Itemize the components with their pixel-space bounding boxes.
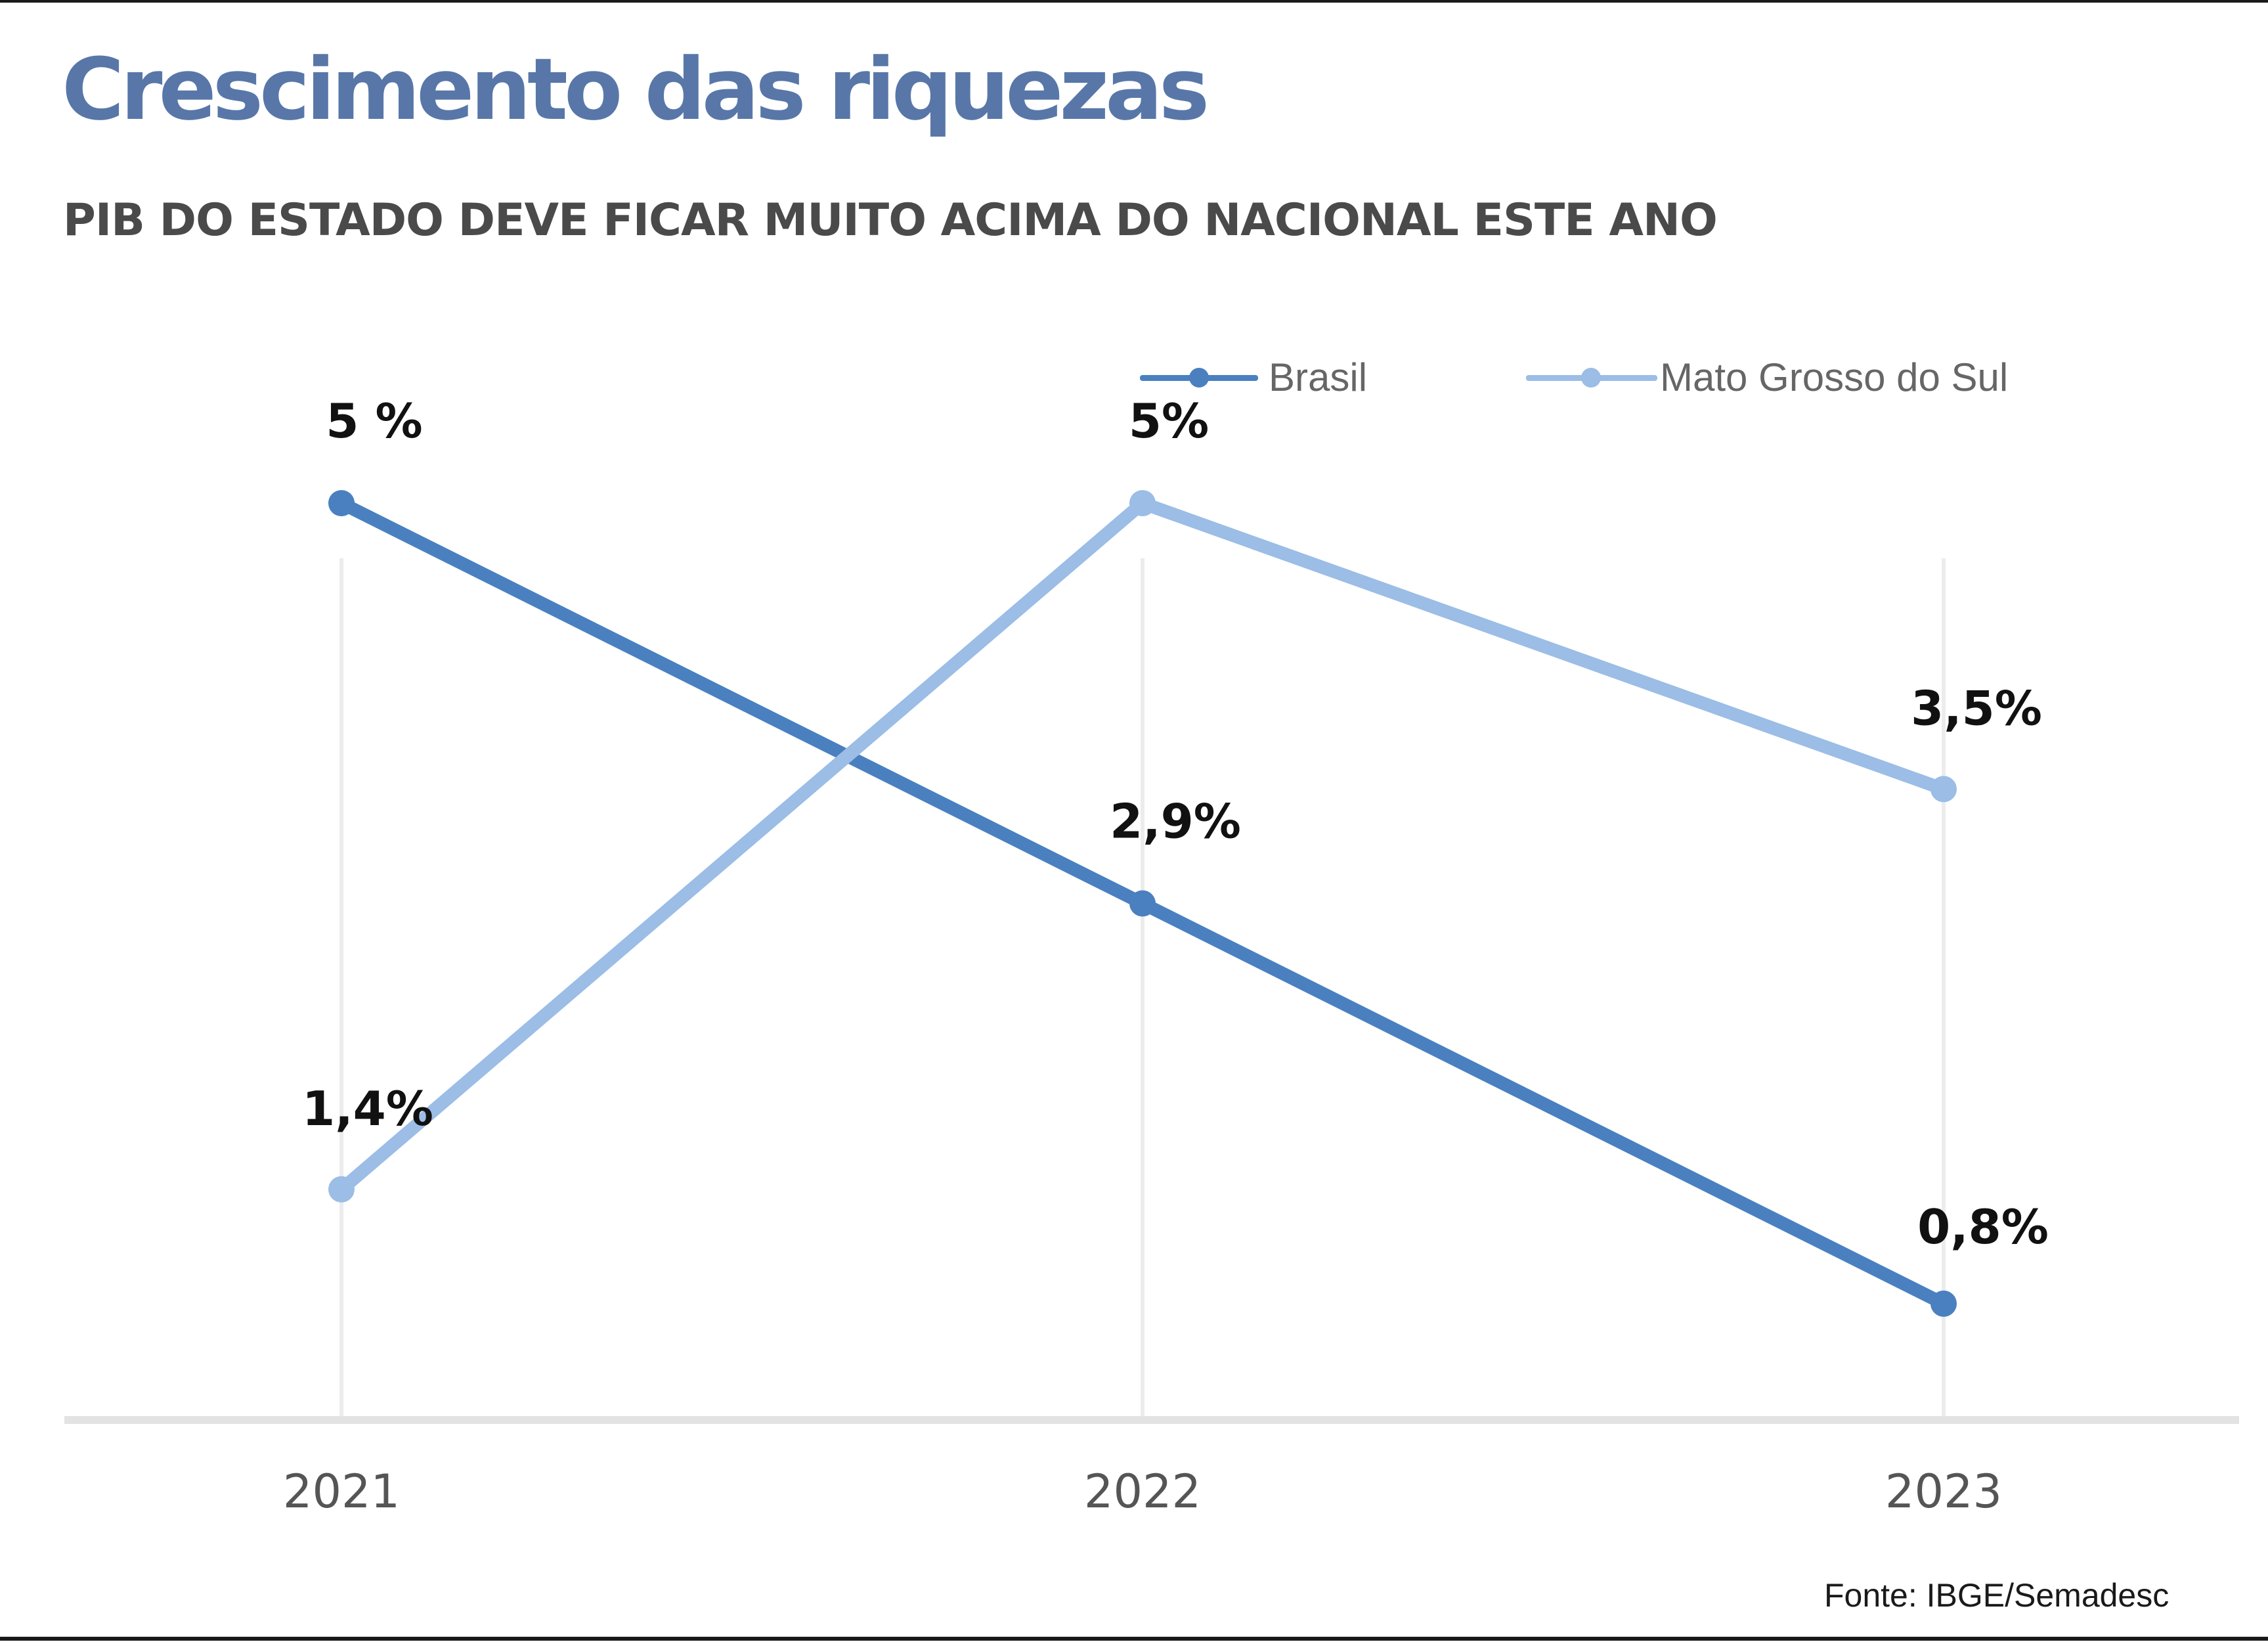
data-label-brasil-2022: 2,9% bbox=[1110, 793, 1241, 849]
legend-label-brasil: Brasil bbox=[1269, 355, 1368, 399]
x-tick-label: 2023 bbox=[1885, 1465, 2002, 1519]
legend-marker-brasil bbox=[1189, 368, 1209, 388]
x-tick-label: 2022 bbox=[1084, 1465, 1201, 1519]
chart-title: Crescimento das riquezas bbox=[62, 39, 1210, 139]
legend-label-mato-grosso-do-sul: Mato Grosso do Sul bbox=[1660, 355, 2009, 399]
data-point-mato-grosso-do-sul-2023 bbox=[1930, 776, 1957, 803]
data-label-brasil-2021: 5 % bbox=[326, 393, 422, 449]
data-label-mato-grosso-do-sul-2022: 5% bbox=[1129, 393, 1209, 449]
data-point-brasil-2023 bbox=[1930, 1290, 1957, 1317]
data-label-mato-grosso-do-sul-2023: 3,5% bbox=[1911, 680, 2042, 736]
data-point-brasil-2021 bbox=[328, 490, 355, 517]
source-note: Fonte: IBGE/Semadesc bbox=[1824, 1577, 2170, 1614]
data-point-mato-grosso-do-sul-2022 bbox=[1129, 490, 1156, 517]
bottom-border bbox=[0, 1637, 2268, 1641]
data-point-mato-grosso-do-sul-2021 bbox=[328, 1176, 355, 1203]
legend-marker-mato-grosso-do-sul bbox=[1581, 368, 1601, 388]
x-tick-label: 2021 bbox=[283, 1465, 400, 1519]
top-border bbox=[0, 0, 2268, 3]
data-label-mato-grosso-do-sul-2021: 1,4% bbox=[302, 1081, 433, 1136]
data-label-brasil-2023: 0,8% bbox=[1917, 1199, 2049, 1254]
data-point-brasil-2022 bbox=[1129, 890, 1156, 917]
chart-subtitle: PIB DO ESTADO DEVE FICAR MUITO ACIMA DO … bbox=[63, 194, 1718, 246]
